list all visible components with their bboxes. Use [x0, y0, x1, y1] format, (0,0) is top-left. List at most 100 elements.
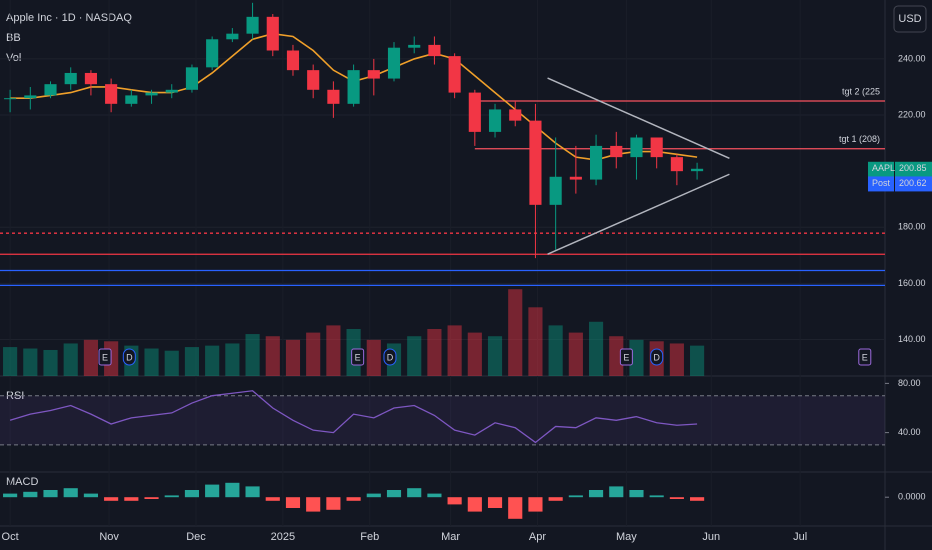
candle-body — [569, 176, 582, 180]
y-tick-label: 80.00 — [898, 378, 921, 388]
candle-body — [549, 176, 562, 205]
volume-bar — [366, 339, 381, 376]
volume-bar — [285, 339, 301, 376]
candle-body — [246, 16, 259, 34]
indicator-label: Vol — [6, 52, 21, 64]
macd-bar — [346, 497, 361, 501]
candle-body — [630, 137, 643, 158]
volume-bar — [447, 325, 462, 376]
volume-bar — [63, 343, 78, 376]
price-label-box — [895, 176, 932, 192]
volume-bar — [144, 348, 159, 376]
pane-label: MACD — [6, 476, 38, 488]
event-marker — [650, 348, 664, 366]
macd-bar — [184, 490, 200, 498]
x-tick-label: Jul — [793, 531, 807, 543]
macd-bar — [285, 497, 301, 508]
volume-bar — [265, 336, 280, 376]
candle-body — [408, 44, 421, 48]
candle-body — [347, 70, 360, 104]
x-tick-label: Jun — [702, 531, 720, 543]
candle-body — [590, 145, 603, 180]
macd-bar — [225, 482, 240, 498]
macd-bar — [467, 497, 482, 512]
macd-bar — [407, 488, 422, 498]
candle-body — [84, 72, 97, 85]
macd-bar — [669, 497, 684, 499]
volume-bar — [306, 332, 321, 376]
currency[interactable]: USD — [898, 13, 921, 25]
event-label: E — [623, 352, 629, 362]
macd-bar — [649, 495, 664, 498]
candle-body — [509, 109, 522, 121]
price-label-box — [895, 161, 932, 177]
macd-bar — [629, 490, 644, 498]
volume-bar — [245, 334, 260, 376]
chart-title: Apple Inc · 1D · NASDAQ — [6, 12, 132, 24]
macd-bar — [104, 497, 119, 501]
y-tick-label: 160.00 — [898, 278, 926, 288]
volume-bar — [508, 289, 523, 376]
price-label-name-box — [868, 161, 894, 177]
trendline — [547, 77, 730, 159]
macd-bar — [164, 495, 179, 498]
y-tick-label: 240.00 — [898, 53, 926, 63]
candle-body — [4, 98, 17, 100]
volume-bar — [487, 336, 503, 376]
candle-body — [387, 47, 401, 79]
macd-bar — [43, 490, 58, 498]
macd-bar — [265, 497, 280, 501]
volume-bar — [83, 339, 98, 376]
volume-bar — [467, 332, 482, 376]
macd-bar — [83, 493, 98, 498]
candle-body — [670, 157, 683, 172]
price-label: 200.62 — [899, 178, 927, 188]
macd-bar — [447, 497, 462, 505]
macd-bar — [205, 484, 220, 498]
candle-body — [610, 145, 623, 158]
rsi-line — [9, 390, 698, 444]
volume-bar — [326, 325, 341, 376]
volume-bar — [629, 339, 644, 376]
candle-body — [145, 92, 158, 96]
volume-bar — [184, 347, 200, 376]
price-label: 200.85 — [899, 163, 927, 173]
indicator-label: BB — [6, 32, 21, 44]
macd-bar — [528, 497, 543, 512]
volume-bar — [568, 332, 583, 376]
rsi-band — [0, 395, 885, 445]
candle-body — [266, 16, 279, 51]
macd-bar — [548, 497, 563, 501]
candle-body — [64, 72, 77, 85]
volume-bar — [690, 345, 705, 376]
x-tick-label: Oct — [2, 531, 19, 543]
volume-bar — [609, 336, 624, 376]
volume-bar — [588, 321, 604, 376]
event-marker — [351, 348, 365, 366]
y-tick-label: 140.00 — [898, 334, 926, 344]
price-label-name: AAPL — [872, 163, 895, 173]
x-tick-label: 2025 — [271, 531, 295, 543]
candle-body — [428, 44, 441, 57]
macd-bar — [3, 493, 18, 498]
candle-body — [529, 120, 542, 205]
candle-body — [691, 168, 704, 172]
currency-box[interactable] — [893, 5, 927, 33]
macd-bar — [306, 497, 321, 512]
volume-bar — [225, 343, 240, 376]
macd-bar — [487, 497, 503, 508]
candle-body — [206, 39, 219, 68]
event-label: D — [126, 352, 133, 362]
event-label: D — [653, 352, 660, 362]
candle-body — [125, 95, 138, 104]
candle-body — [165, 89, 178, 93]
x-tick-label: Apr — [529, 531, 546, 543]
event-label: E — [102, 352, 108, 362]
y-tick-label: 40.00 — [898, 427, 921, 437]
candle-body — [24, 95, 37, 99]
candle-body — [185, 67, 199, 90]
macd-bar — [568, 495, 583, 498]
x-tick-label: Feb — [360, 531, 379, 543]
x-tick-label: Nov — [99, 531, 119, 543]
candle-body — [468, 92, 481, 132]
